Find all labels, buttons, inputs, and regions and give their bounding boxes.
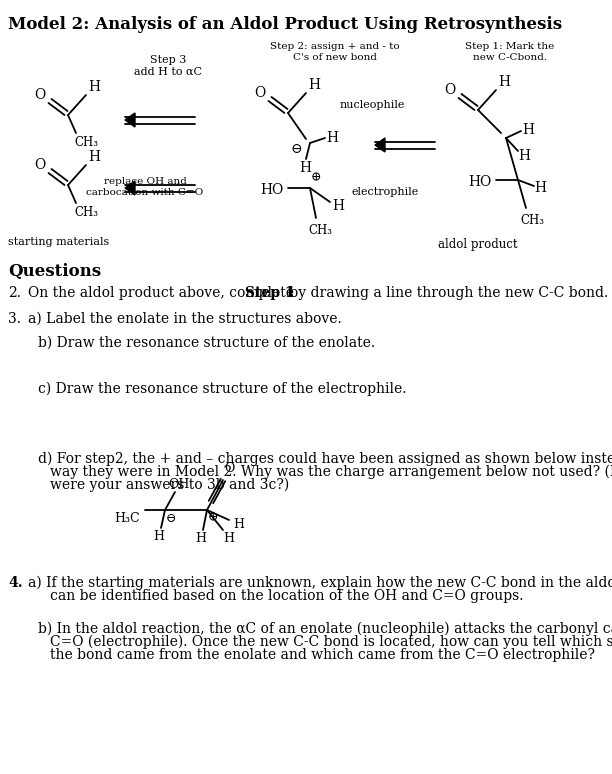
- Text: way they were in Model 2. Why was the charge arrangement below not used? (Hint: : way they were in Model 2. Why was the ch…: [50, 465, 612, 479]
- Text: H: H: [234, 518, 245, 530]
- Text: Questions: Questions: [8, 263, 101, 280]
- Text: H: H: [154, 529, 165, 543]
- Text: CH₃: CH₃: [308, 224, 332, 237]
- Text: Step 3: Step 3: [150, 55, 186, 65]
- Text: Step 2: assign + and - to: Step 2: assign + and - to: [270, 42, 400, 51]
- Text: O: O: [34, 88, 46, 102]
- Text: C=O (electrophile). Once the new C-C bond is located, how can you tell which sid: C=O (electrophile). Once the new C-C bon…: [50, 635, 612, 649]
- Text: H: H: [88, 150, 100, 164]
- Text: H: H: [534, 181, 546, 195]
- Text: replace OH and: replace OH and: [103, 177, 187, 186]
- Text: Model 2: Analysis of an Aldol Product Using Retrosynthesis: Model 2: Analysis of an Aldol Product Us…: [8, 16, 562, 33]
- Text: H: H: [498, 75, 510, 89]
- Text: O: O: [34, 158, 46, 172]
- Polygon shape: [125, 181, 135, 195]
- Text: were your answers to 3b and 3c?): were your answers to 3b and 3c?): [50, 478, 289, 492]
- Text: b) Draw the resonance structure of the enolate.: b) Draw the resonance structure of the e…: [38, 336, 375, 350]
- Text: H: H: [518, 149, 530, 163]
- Text: HO: HO: [468, 175, 491, 189]
- Text: a) Label the enolate in the structures above.: a) Label the enolate in the structures a…: [28, 312, 341, 326]
- Text: O: O: [224, 461, 234, 474]
- Text: H: H: [88, 80, 100, 94]
- Text: by drawing a line through the new C-C bond.: by drawing a line through the new C-C bo…: [285, 286, 608, 300]
- Text: H: H: [195, 532, 206, 544]
- Text: CH₃: CH₃: [74, 136, 98, 149]
- Text: ⊖: ⊖: [290, 142, 302, 156]
- Text: starting materials: starting materials: [8, 237, 110, 247]
- Text: aldol product: aldol product: [438, 238, 518, 251]
- Text: nucleophile: nucleophile: [340, 100, 405, 110]
- Text: CH₃: CH₃: [520, 214, 544, 227]
- Text: O: O: [255, 86, 266, 100]
- Text: H₃C: H₃C: [114, 512, 140, 525]
- Text: ⊖: ⊖: [166, 512, 176, 525]
- Text: HO: HO: [260, 183, 283, 197]
- Text: 2.: 2.: [8, 286, 21, 300]
- Text: the bond came from the enolate and which came from the C=O electrophile?: the bond came from the enolate and which…: [50, 648, 595, 662]
- Text: H: H: [326, 131, 338, 145]
- Text: H: H: [308, 78, 320, 92]
- Text: H: H: [223, 532, 234, 544]
- Text: add H to αC: add H to αC: [134, 67, 202, 77]
- Text: CH₃: CH₃: [74, 207, 98, 220]
- Text: c) Draw the resonance structure of the electrophile.: c) Draw the resonance structure of the e…: [38, 382, 406, 396]
- Polygon shape: [375, 138, 385, 152]
- Text: On the aldol product above, complete: On the aldol product above, complete: [28, 286, 299, 300]
- Polygon shape: [125, 113, 135, 127]
- Text: H: H: [332, 199, 344, 213]
- Text: ⊕: ⊕: [207, 512, 218, 525]
- Text: 3.: 3.: [8, 312, 21, 326]
- Text: OH: OH: [168, 478, 190, 491]
- Text: electrophile: electrophile: [352, 187, 419, 197]
- Text: ⊕: ⊕: [311, 172, 321, 184]
- Text: b) In the aldol reaction, the αC of an enolate (nucleophile) attacks the carbony: b) In the aldol reaction, the αC of an e…: [38, 622, 612, 636]
- Text: H: H: [299, 161, 311, 175]
- Text: 4.: 4.: [8, 576, 23, 590]
- Text: C's of new bond: C's of new bond: [293, 53, 377, 62]
- Text: Step 1: Step 1: [245, 286, 294, 300]
- Text: Step 1: Mark the: Step 1: Mark the: [465, 42, 554, 51]
- Text: O: O: [444, 83, 455, 97]
- Text: new C-Cbond.: new C-Cbond.: [473, 53, 547, 62]
- Text: d) For step2, the + and – charges could have been assigned as shown below instea: d) For step2, the + and – charges could …: [38, 452, 612, 467]
- Text: carbocation with C=O: carbocation with C=O: [86, 188, 204, 197]
- Text: can be identified based on the location of the OH and C=O groups.: can be identified based on the location …: [50, 589, 523, 603]
- Text: H: H: [522, 123, 534, 137]
- Text: a) If the starting materials are unknown, explain how the new C-C bond in the al: a) If the starting materials are unknown…: [28, 576, 612, 591]
